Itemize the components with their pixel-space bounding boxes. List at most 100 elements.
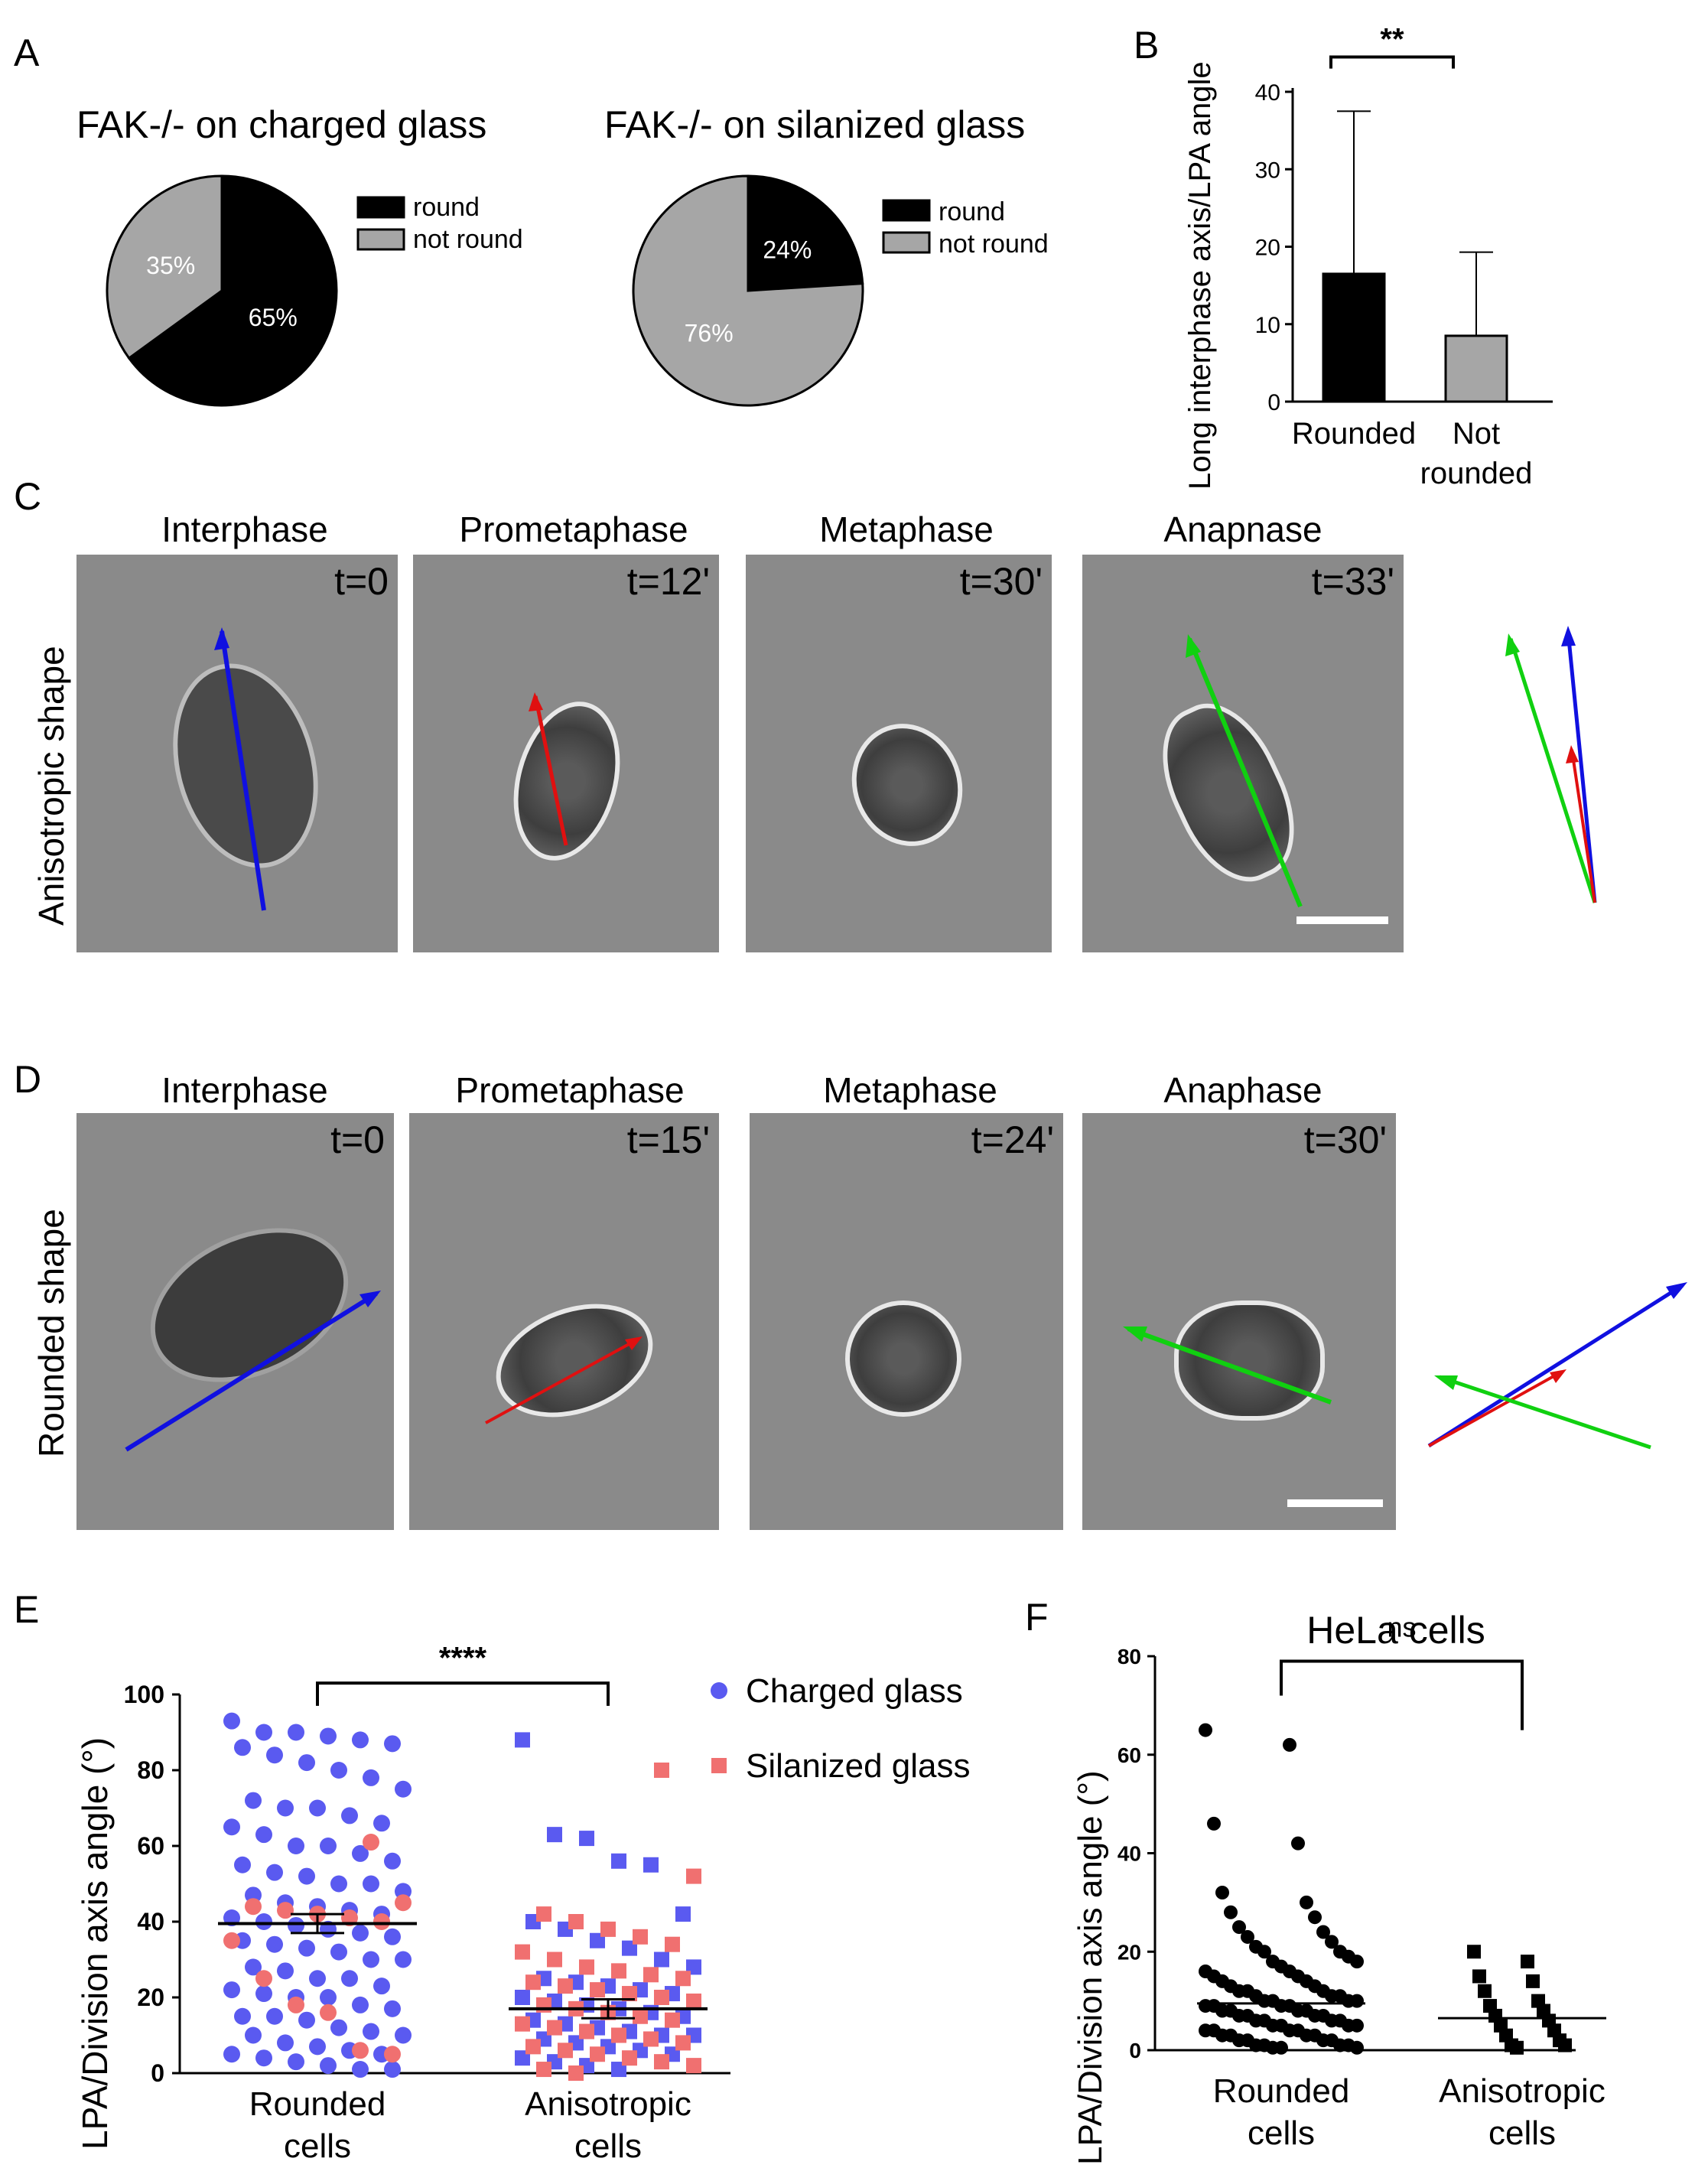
- e-point: [320, 2057, 337, 2075]
- legend-notround-1: not round: [413, 225, 523, 254]
- e-point: [245, 1958, 262, 1976]
- e-point: [288, 1724, 304, 1741]
- d-frame-anaphase: t=30': [1082, 1113, 1396, 1530]
- e-ytick-label: 40: [137, 1908, 164, 1935]
- e-xtick-label: cells: [284, 2127, 351, 2165]
- pie-slice-round: [747, 174, 864, 292]
- d-vec-red-head: [1550, 1369, 1566, 1383]
- d-frame-prometaphase: t=15': [409, 1113, 719, 1530]
- f-xtick-label: Anisotropic: [1439, 2072, 1606, 2110]
- e-point: [352, 1844, 369, 1862]
- e-point: [547, 1827, 562, 1843]
- e-point: [373, 1815, 390, 1832]
- d-vec-blue: [1427, 1283, 1684, 1448]
- e-point: [611, 2027, 626, 2043]
- c-vec-blue: [1566, 630, 1597, 903]
- d-axis-arrow-1: [125, 1291, 378, 1452]
- b-sig-bracket: [1329, 55, 1455, 69]
- b-significance: **: [1380, 22, 1404, 56]
- legend-round-1: round: [413, 193, 480, 222]
- e-point: [622, 1986, 637, 2002]
- scatter-chart-f: HeLa cells LPA/Division axis angle (°) 0…: [1072, 1609, 1606, 2165]
- b-xtick-label: Rounded: [1292, 417, 1416, 451]
- b-ylabel: Long interphase axis/LPA angle: [1183, 61, 1217, 490]
- b-ytick-label: 10: [1255, 313, 1280, 338]
- e-point: [320, 1838, 337, 1854]
- legend-swatch-notround-2: [882, 231, 931, 254]
- e-point: [363, 1951, 379, 1968]
- e-point: [255, 1913, 272, 1930]
- e-point: [515, 1732, 530, 1748]
- e-point: [309, 1970, 326, 1987]
- e-point: [665, 1936, 680, 1952]
- e-point: [568, 2065, 584, 2081]
- b-ytick-label: 20: [1255, 236, 1280, 261]
- e-point: [384, 2000, 401, 2017]
- e-point: [654, 2054, 669, 2070]
- e-point: [590, 1982, 605, 1998]
- e-ylabel: LPA/Division axis angle (°): [75, 1737, 115, 2150]
- e-point: [675, 1971, 691, 1987]
- e-point: [384, 1852, 401, 1870]
- e-point: [654, 1763, 669, 1778]
- pie1-title: FAK-/- on charged glass: [76, 103, 487, 146]
- f-ytick-label: 80: [1118, 1645, 1141, 1668]
- e-point: [277, 1962, 294, 1980]
- e-point: [266, 1935, 283, 1953]
- e-sig-bracket: [316, 1681, 610, 1706]
- e-point: [395, 1894, 412, 1912]
- d-vec-blue-head: [1666, 1282, 1687, 1299]
- c-scale-bar: [1296, 916, 1388, 924]
- f-point: [1350, 1994, 1364, 2008]
- e-point: [665, 2012, 680, 2028]
- row-label-d: Rounded shape: [31, 1209, 71, 1457]
- e-ytick-label: 0: [151, 2059, 164, 2087]
- d-vec-green-head: [1434, 1375, 1458, 1390]
- e-point: [298, 1939, 315, 1957]
- panel-label-b: B: [1134, 24, 1160, 67]
- e-point: [266, 1746, 283, 1764]
- f-point: [1325, 1935, 1339, 1949]
- d-axis-arrow-2: [485, 1337, 639, 1424]
- e-point: [525, 2039, 541, 2055]
- e-point: [245, 1898, 262, 1916]
- d-stage-4: Anaphase: [1163, 1070, 1322, 1110]
- e-point: [234, 1856, 251, 1873]
- e-point: [675, 2035, 691, 2051]
- e-point: [515, 1944, 530, 1960]
- e-point: [633, 1929, 648, 1945]
- f-point: [1291, 1836, 1305, 1851]
- e-point: [330, 2019, 347, 2036]
- e-point: [395, 2026, 412, 2044]
- e-point: [309, 1799, 326, 1817]
- e-axis: 0 20 40 60 80 100 Rounded cells Anisotropic cells: [124, 1681, 730, 2165]
- e-point: [536, 1906, 551, 1922]
- d-vec-red: [1428, 1370, 1563, 1447]
- f-point: [1478, 1984, 1492, 1998]
- e-point: [255, 1826, 272, 1844]
- c-stage-1: Interphase: [161, 509, 328, 549]
- pie-slice-not-round: [106, 174, 223, 360]
- e-point: [223, 2046, 240, 2063]
- f-axis: 0 20 40 60 80 Rounded cells Anisotropic cells: [1118, 1645, 1606, 2152]
- d-time-1: t=0: [330, 1118, 385, 1161]
- d-stage-3: Metaphase: [823, 1070, 997, 1110]
- d-scale-bar: [1287, 1499, 1383, 1507]
- e-point: [643, 1967, 659, 1983]
- f-point: [1526, 1974, 1540, 1988]
- e-point: [223, 1981, 240, 1999]
- f-point: [1232, 1920, 1246, 1935]
- e-point: [352, 1731, 369, 1749]
- e-point: [654, 1990, 669, 2005]
- f-point: [1308, 1910, 1322, 1925]
- e-point: [395, 1951, 412, 1968]
- legend-swatch-notround-1: [356, 228, 405, 251]
- c-time-4: t=33': [1311, 560, 1394, 603]
- e-point: [223, 1932, 240, 1949]
- c-time-2: t=12': [626, 560, 710, 603]
- e-point: [384, 2061, 401, 2078]
- f-point: [1350, 2018, 1364, 2033]
- e-point: [579, 1959, 594, 1975]
- d-vec-green: [1439, 1375, 1651, 1450]
- e-point: [675, 1906, 691, 1922]
